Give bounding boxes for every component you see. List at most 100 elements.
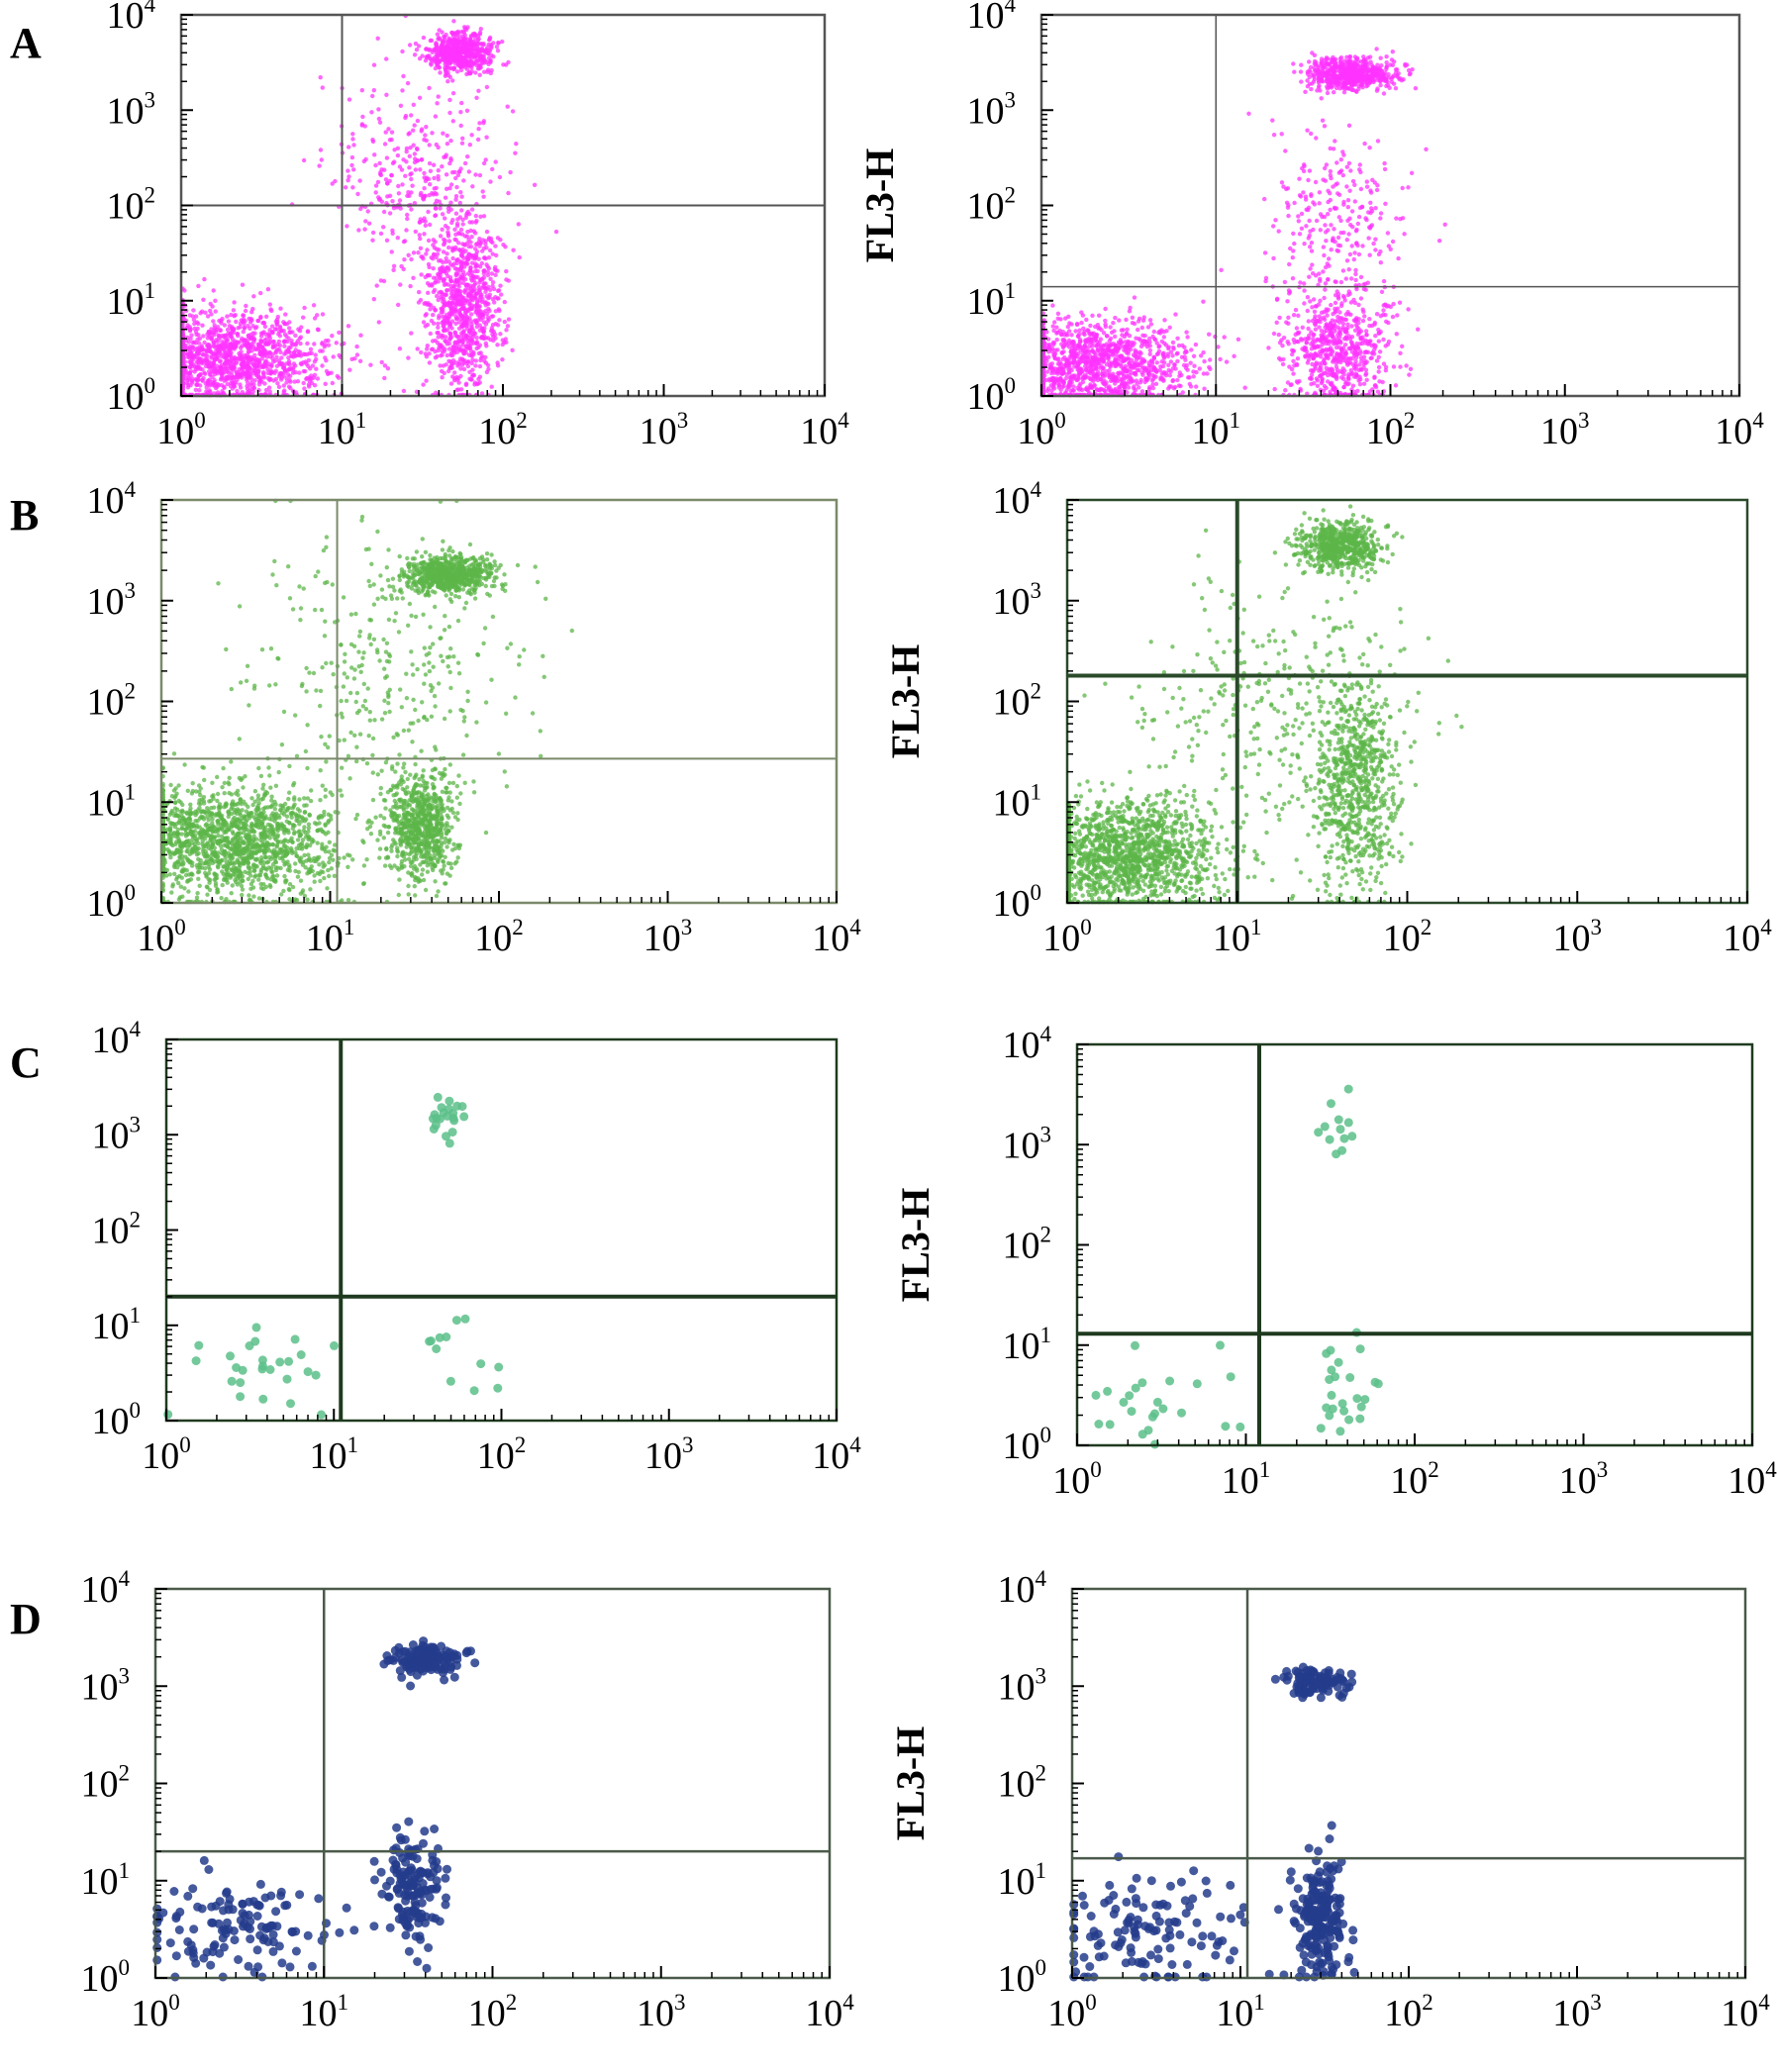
data-point bbox=[409, 171, 414, 176]
data-point bbox=[448, 182, 454, 187]
data-point bbox=[423, 324, 428, 329]
data-point bbox=[268, 376, 273, 382]
data-point bbox=[412, 123, 417, 128]
data-point bbox=[434, 42, 439, 47]
data-point bbox=[485, 336, 491, 341]
data-point bbox=[365, 209, 370, 214]
data-point bbox=[310, 363, 316, 368]
data-point bbox=[238, 385, 244, 390]
data-point bbox=[289, 339, 294, 344]
data-point bbox=[474, 95, 479, 101]
data-point bbox=[1103, 306, 1108, 312]
data-point bbox=[1044, 369, 1050, 374]
data-point bbox=[331, 354, 336, 359]
data-point bbox=[229, 312, 234, 318]
data-point bbox=[273, 376, 279, 382]
data-point bbox=[242, 321, 247, 327]
data-point bbox=[490, 323, 496, 328]
data-point bbox=[492, 332, 498, 338]
data-point bbox=[389, 130, 395, 135]
data-point bbox=[444, 152, 448, 157]
data-point bbox=[188, 327, 193, 332]
data-point bbox=[427, 264, 432, 270]
x-tick-label: 101 bbox=[318, 408, 367, 452]
data-point bbox=[199, 309, 205, 314]
data-point bbox=[250, 306, 255, 312]
data-point bbox=[451, 19, 456, 24]
data-point bbox=[267, 389, 272, 394]
data-point bbox=[450, 34, 456, 39]
data-point bbox=[1088, 323, 1093, 329]
data-point bbox=[377, 160, 382, 166]
data-point bbox=[1174, 351, 1180, 356]
data-point bbox=[250, 324, 255, 329]
data-point bbox=[473, 363, 478, 368]
data-point bbox=[453, 194, 459, 199]
data-point bbox=[1100, 368, 1106, 374]
data-point bbox=[207, 371, 213, 376]
data-point bbox=[454, 272, 459, 277]
data-point bbox=[436, 145, 441, 150]
data-point bbox=[468, 377, 474, 382]
data-point bbox=[433, 65, 439, 71]
data-point bbox=[206, 345, 211, 349]
data-point bbox=[483, 300, 488, 305]
data-point bbox=[469, 353, 474, 358]
data-point bbox=[1062, 338, 1067, 343]
data-point bbox=[506, 59, 511, 65]
data-point bbox=[454, 184, 459, 190]
data-point bbox=[234, 319, 239, 325]
data-point bbox=[271, 340, 276, 345]
data-point bbox=[366, 221, 372, 226]
data-point bbox=[1150, 382, 1155, 387]
data-point bbox=[487, 247, 493, 253]
data-point bbox=[1172, 384, 1178, 390]
data-point bbox=[496, 296, 501, 301]
data-point bbox=[424, 251, 429, 256]
data-point bbox=[1175, 377, 1180, 383]
data-point bbox=[196, 359, 201, 365]
data-point bbox=[323, 355, 328, 360]
data-point bbox=[241, 313, 246, 318]
data-point bbox=[232, 300, 237, 305]
data-point bbox=[301, 157, 307, 163]
data-point bbox=[470, 357, 475, 362]
data-point bbox=[462, 288, 467, 294]
data-point bbox=[1207, 364, 1212, 370]
data-point bbox=[185, 380, 190, 386]
data-point bbox=[193, 387, 198, 392]
data-point bbox=[247, 326, 252, 331]
data-point bbox=[412, 52, 418, 57]
data-point bbox=[399, 263, 404, 269]
data-point bbox=[289, 353, 294, 358]
data-point bbox=[1066, 382, 1072, 387]
data-point bbox=[1054, 338, 1059, 343]
data-point bbox=[220, 389, 225, 394]
data-point bbox=[486, 265, 492, 271]
data-point bbox=[447, 66, 452, 71]
data-point bbox=[371, 62, 377, 67]
data-point bbox=[209, 327, 214, 332]
data-point bbox=[190, 380, 195, 385]
data-point bbox=[197, 388, 202, 393]
data-point bbox=[443, 216, 447, 221]
data-point bbox=[1093, 337, 1099, 342]
data-point bbox=[359, 122, 365, 127]
data-point bbox=[1066, 370, 1072, 375]
data-point bbox=[1083, 345, 1088, 349]
data-point bbox=[495, 268, 500, 273]
data-point bbox=[270, 369, 275, 375]
data-point bbox=[1088, 377, 1093, 382]
data-point bbox=[236, 326, 241, 331]
data-point bbox=[475, 58, 481, 63]
data-point bbox=[191, 317, 197, 323]
data-point bbox=[1077, 328, 1082, 333]
data-point bbox=[438, 234, 444, 239]
data-point bbox=[1113, 315, 1118, 321]
data-point bbox=[1181, 362, 1187, 368]
data-point bbox=[424, 354, 430, 359]
data-point bbox=[389, 173, 394, 178]
data-point bbox=[450, 50, 456, 56]
data-point bbox=[1084, 317, 1089, 323]
data-point bbox=[463, 382, 469, 387]
